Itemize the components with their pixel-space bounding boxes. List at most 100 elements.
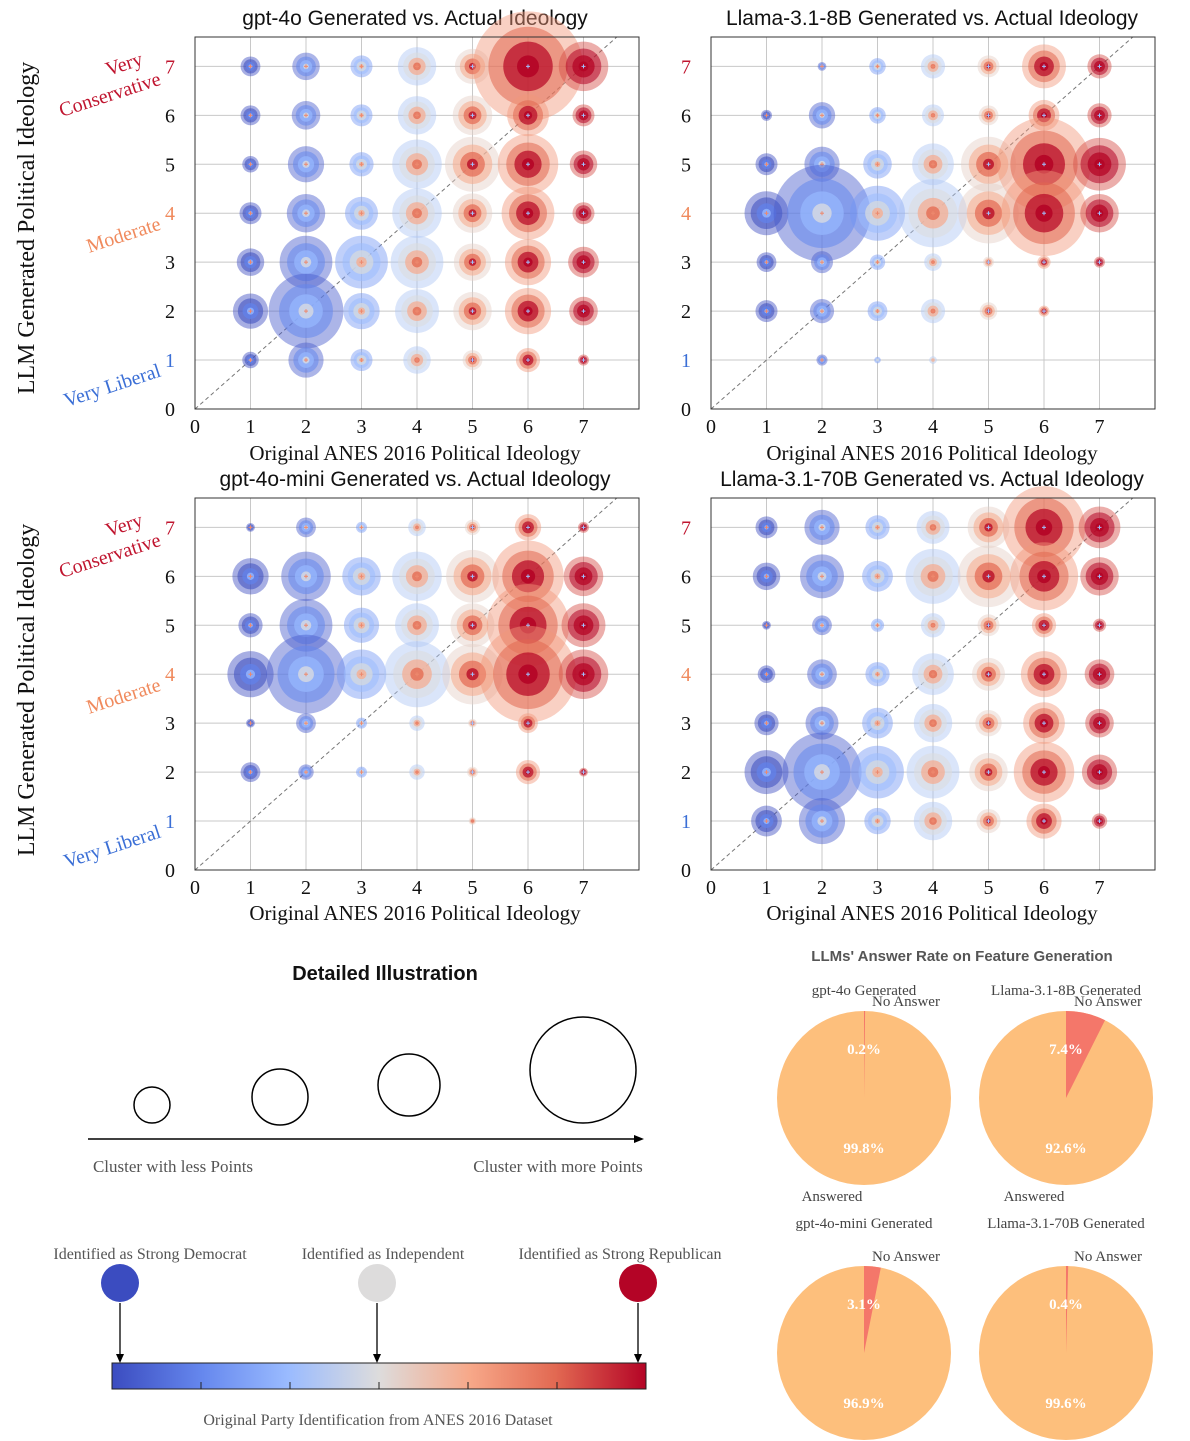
bubble (408, 518, 426, 537)
bubble (392, 551, 442, 602)
bubble (805, 706, 839, 740)
pie-label-no-answer: No Answer (872, 1249, 940, 1265)
pie-title: gpt-4o Generated (812, 983, 917, 999)
bubble (452, 193, 493, 234)
pie-chart: Llama-3.1-8B Generated 7.4% 92.6% No Answer… (979, 983, 1153, 1205)
moderate-label: Moderate (84, 213, 164, 258)
bubble (761, 109, 772, 121)
bubble (1026, 803, 1062, 839)
bubble (296, 713, 316, 734)
bubble (468, 817, 477, 825)
x-tick-label: 3 (357, 416, 367, 438)
x-tick-label: 3 (873, 877, 883, 899)
bubble (744, 750, 789, 795)
illustration-title: Detailed Illustration (292, 963, 478, 985)
y-tick-label: 6 (165, 105, 175, 127)
bubble (240, 56, 261, 77)
panel-llama-8b: Llama-3.1-8B Generated vs. Actual Ideolo… (681, 7, 1156, 465)
bubble-inner (931, 358, 935, 362)
bubble (232, 293, 269, 329)
size-right-label: Cluster with more Points (473, 1157, 643, 1176)
bubble (409, 715, 425, 731)
size-legend-circle-4 (529, 1016, 637, 1124)
pie-label-no-answer: No Answer (1074, 994, 1142, 1010)
bubble (464, 519, 481, 536)
bubble (569, 150, 598, 179)
bubble (356, 521, 367, 533)
bubble (335, 235, 388, 289)
y-tick-label: 5 (681, 154, 691, 176)
bubble (757, 665, 776, 684)
bubble (1084, 659, 1115, 690)
x-tick-label: 0 (190, 416, 200, 438)
bubble (452, 95, 493, 136)
bubble (1094, 256, 1105, 268)
bubble (384, 641, 450, 708)
bubble (497, 134, 559, 195)
x-tick-label: 7 (579, 877, 589, 899)
pie-chart: Llama-3.1-70B Generated 0.4% 99.6% No Answe… (979, 1216, 1153, 1440)
panel-gpt-4o: gpt-4o Generated vs. Actual Ideology 0 1 2 3… (56, 7, 640, 465)
bubble (356, 717, 367, 729)
size-arrow-head (634, 1135, 644, 1143)
bubble (350, 55, 373, 78)
bubbles (744, 486, 1121, 845)
x-tick-label: 1 (762, 416, 772, 438)
bubble (568, 246, 599, 278)
very-liberal-label: Very Liberal (61, 821, 164, 873)
bubble (336, 649, 387, 699)
bubble (978, 105, 999, 126)
y-tick-label: 1 (165, 811, 175, 833)
bubble (442, 643, 503, 705)
bubble (850, 185, 905, 241)
bubble (869, 58, 886, 75)
x-axis-label: Original ANES 2016 Political Ideology (766, 441, 1098, 465)
plot-frame (710, 497, 1156, 871)
pie-title: Llama-3.1-70B Generated (987, 1216, 1145, 1232)
strong-republican-dot (619, 1264, 657, 1302)
bubble (286, 193, 326, 233)
size-legend-circle-1 (133, 1086, 171, 1124)
bubble (957, 545, 1020, 608)
pie-slice-no-answer (1066, 1266, 1069, 1353)
size-left-label: Cluster with less Points (93, 1157, 253, 1176)
pie-pct-answered: 92.6% (1045, 1141, 1086, 1157)
bubble (356, 766, 367, 778)
pie-slice-no-answer (1066, 1011, 1106, 1098)
bubble (1073, 137, 1126, 191)
bubble (291, 101, 321, 130)
bubble (1091, 813, 1108, 829)
y-tick-label: 1 (681, 811, 691, 833)
bubble (1020, 651, 1068, 698)
bubble (572, 202, 595, 225)
bubble (514, 514, 542, 541)
pie-slice-no-answer (864, 1266, 881, 1353)
x-tick-label: 2 (301, 877, 311, 899)
pie-charts: gpt-4o Generated 0.2% 99.8% No Answer Answer… (777, 983, 1153, 1440)
bubble (1013, 741, 1075, 803)
bubble (961, 136, 1016, 192)
strong-democrat-dot (101, 1264, 139, 1302)
bubble (350, 349, 373, 372)
party-label-independent: Identified as Independent (302, 1246, 465, 1263)
y-tick-label: 2 (165, 762, 175, 784)
bubble (912, 653, 954, 696)
y-tick-label: 1 (165, 350, 175, 372)
bubble (922, 104, 944, 127)
y-tick-label: 2 (165, 301, 175, 323)
bubble (800, 554, 844, 599)
bubble (392, 188, 442, 238)
bubble (446, 549, 499, 603)
bubble (298, 764, 314, 780)
bubble (395, 603, 439, 648)
panel-title: gpt-4o Generated vs. Actual Ideology (242, 7, 588, 30)
pie-label-no-answer: No Answer (1074, 1249, 1142, 1265)
pie-label-no-answer: No Answer (872, 994, 940, 1010)
bubble-inner (470, 819, 475, 823)
bubble (754, 711, 779, 736)
bubble (1080, 557, 1119, 596)
bubble (392, 139, 442, 190)
bubble (1087, 103, 1112, 128)
bubble (1028, 99, 1060, 131)
